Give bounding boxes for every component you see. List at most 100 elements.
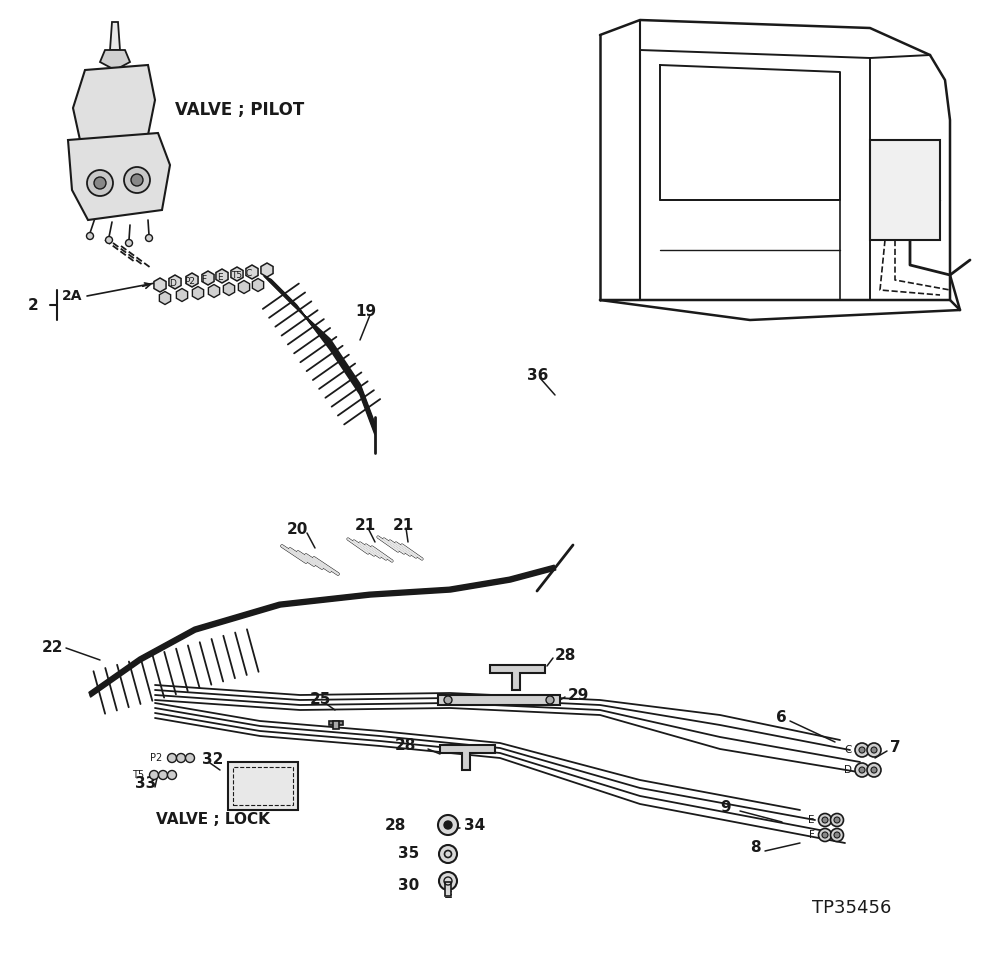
Circle shape	[131, 174, 143, 186]
Circle shape	[444, 821, 452, 829]
Circle shape	[859, 767, 865, 773]
Polygon shape	[224, 283, 235, 295]
Polygon shape	[202, 271, 214, 285]
Circle shape	[444, 696, 452, 704]
Text: 32: 32	[202, 752, 224, 768]
Text: VALVE ; PILOT: VALVE ; PILOT	[175, 101, 304, 119]
Circle shape	[871, 747, 877, 753]
Polygon shape	[231, 267, 244, 281]
Circle shape	[871, 767, 877, 773]
Circle shape	[168, 771, 177, 779]
Polygon shape	[193, 287, 204, 299]
Text: E: E	[808, 815, 815, 825]
Text: 22: 22	[42, 641, 64, 655]
Polygon shape	[100, 50, 130, 70]
Text: 34: 34	[464, 818, 485, 832]
Text: 2: 2	[28, 297, 39, 313]
Polygon shape	[260, 263, 273, 277]
Circle shape	[159, 771, 168, 779]
Text: F: F	[809, 830, 815, 840]
Circle shape	[94, 177, 106, 189]
Text: P2: P2	[184, 277, 195, 286]
Circle shape	[855, 763, 869, 777]
Text: 30: 30	[398, 879, 419, 893]
Circle shape	[834, 817, 840, 823]
Circle shape	[438, 815, 458, 835]
Text: 36: 36	[527, 368, 548, 382]
Circle shape	[439, 845, 457, 863]
Text: TP35456: TP35456	[812, 899, 891, 917]
Circle shape	[177, 753, 186, 763]
Circle shape	[867, 763, 881, 777]
Circle shape	[818, 829, 831, 841]
Text: F: F	[201, 275, 207, 284]
Polygon shape	[73, 65, 155, 140]
Bar	[445, 882, 451, 896]
Text: T5: T5	[231, 270, 243, 280]
Bar	[870, 140, 940, 240]
Bar	[333, 721, 339, 729]
Text: 21: 21	[355, 518, 376, 532]
Polygon shape	[239, 281, 250, 293]
Circle shape	[439, 872, 457, 890]
Polygon shape	[438, 695, 560, 705]
Polygon shape	[209, 285, 220, 297]
Text: 28: 28	[385, 818, 406, 832]
Text: 25: 25	[310, 692, 331, 708]
Circle shape	[168, 753, 177, 763]
Polygon shape	[169, 275, 181, 289]
Polygon shape	[68, 133, 170, 220]
Text: 9: 9	[720, 801, 731, 815]
Circle shape	[87, 170, 113, 196]
Text: 29: 29	[568, 687, 590, 703]
Circle shape	[830, 829, 843, 841]
Text: 35: 35	[398, 846, 419, 862]
Text: C: C	[246, 268, 252, 278]
Polygon shape	[154, 278, 166, 292]
Text: 28: 28	[555, 648, 577, 662]
Circle shape	[867, 743, 881, 757]
Polygon shape	[216, 269, 229, 283]
Text: 8: 8	[750, 840, 760, 856]
Bar	[228, 762, 298, 810]
Circle shape	[186, 753, 195, 763]
Circle shape	[150, 771, 159, 779]
Circle shape	[822, 832, 828, 838]
Circle shape	[834, 832, 840, 838]
Text: VALVE ; LOCK: VALVE ; LOCK	[156, 812, 269, 828]
Text: 20: 20	[287, 523, 308, 537]
Text: E: E	[217, 273, 223, 282]
Circle shape	[818, 813, 831, 827]
Text: 7: 7	[890, 741, 900, 755]
Circle shape	[146, 234, 153, 241]
Text: 2A: 2A	[62, 289, 83, 303]
Circle shape	[87, 232, 94, 239]
Text: T5: T5	[132, 770, 144, 780]
Polygon shape	[110, 22, 120, 50]
Polygon shape	[490, 665, 545, 690]
Polygon shape	[186, 273, 198, 287]
Text: 28: 28	[395, 738, 416, 752]
Circle shape	[822, 817, 828, 823]
Polygon shape	[440, 745, 495, 770]
Circle shape	[124, 167, 150, 193]
Circle shape	[546, 696, 554, 704]
Bar	[233, 767, 293, 805]
Text: P2: P2	[150, 753, 162, 763]
Text: 6: 6	[776, 711, 786, 725]
Polygon shape	[177, 288, 188, 301]
Text: 19: 19	[355, 305, 376, 319]
Text: C: C	[844, 745, 852, 755]
Circle shape	[126, 239, 133, 247]
Text: 21: 21	[393, 518, 414, 532]
Polygon shape	[246, 265, 258, 279]
Circle shape	[855, 743, 869, 757]
Text: D: D	[844, 765, 852, 775]
Polygon shape	[160, 291, 171, 305]
Text: D: D	[169, 280, 176, 288]
Circle shape	[106, 236, 113, 244]
Polygon shape	[252, 279, 263, 291]
Text: 33: 33	[135, 776, 157, 792]
Circle shape	[830, 813, 843, 827]
Circle shape	[859, 747, 865, 753]
